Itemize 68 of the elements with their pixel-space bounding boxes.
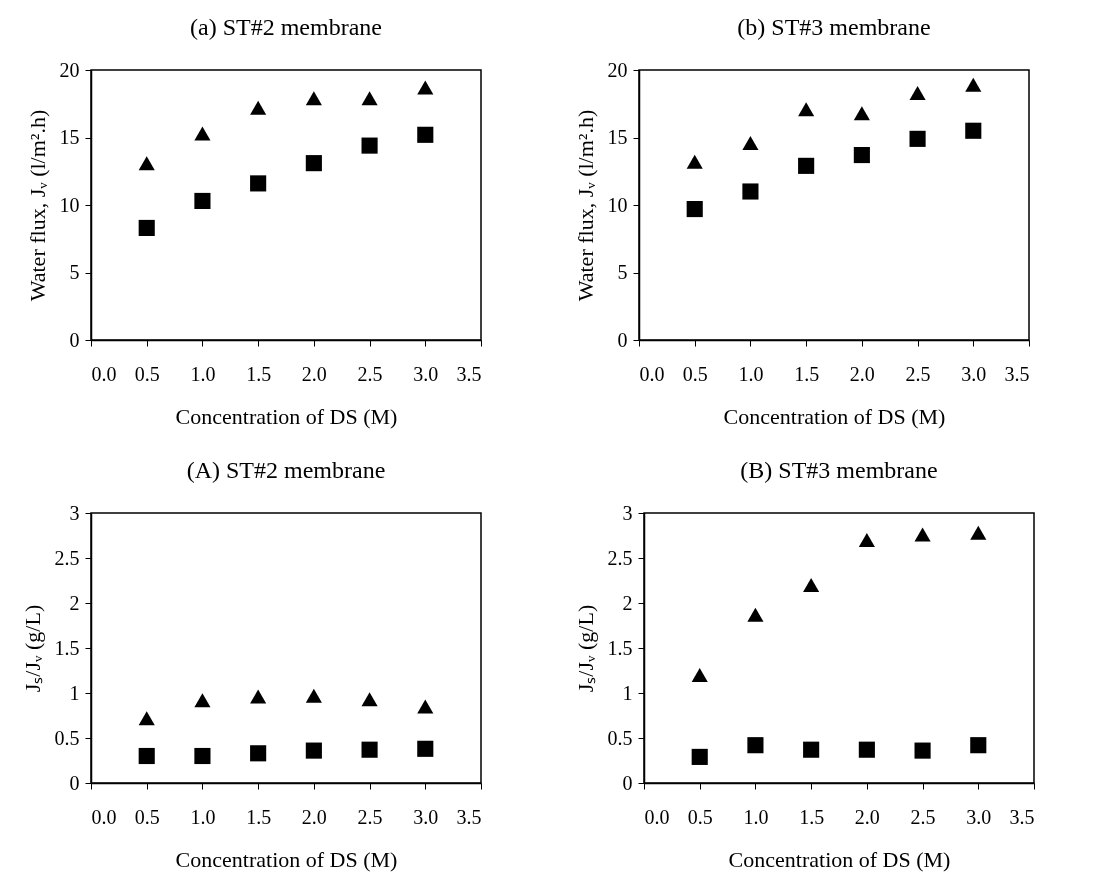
x-tick-label: 2.0: [301, 362, 327, 385]
y-tick-label: 3: [622, 501, 633, 524]
x-tick-label: 0.5: [134, 362, 160, 385]
y-tick-label: 10: [607, 193, 628, 216]
y-tick-label: 0: [617, 328, 628, 351]
x-tick-label: 2.0: [854, 805, 880, 828]
y-tick-label: 20: [59, 58, 80, 81]
y-tick-label: 0: [69, 328, 80, 351]
y-tick-label: 2.5: [607, 546, 633, 569]
y-axis-title: Jₛ/Jᵥ (g/L): [19, 604, 45, 693]
y-tick-label: 2.5: [54, 546, 80, 569]
x-tick-label: 0.5: [682, 362, 708, 385]
y-tick-label: 15: [59, 126, 80, 148]
y-tick-label: 1.5: [54, 636, 80, 659]
y-tick-label: 10: [59, 193, 80, 216]
x-tick-label: 0.5: [687, 805, 713, 828]
y-tick-label: 0: [69, 771, 80, 794]
x-tick-label: 2.0: [849, 362, 875, 385]
y-tick-label: 0.5: [607, 726, 633, 749]
chart-title: (b) ST#3 membrane: [737, 14, 931, 40]
chart-title: (B) ST#3 membrane: [740, 457, 938, 483]
x-tick-label: 3.5: [456, 362, 482, 385]
x-tick-label: 2.5: [910, 805, 936, 828]
x-tick-label: 3.0: [966, 805, 992, 828]
y-axis-title: Water flux, Jᵥ (l/m².h): [24, 109, 50, 302]
y-tick-label: 2: [622, 591, 633, 614]
y-tick-label: 5: [617, 261, 628, 283]
x-tick-label: 2.5: [357, 805, 383, 828]
x-tick-label: 2.5: [905, 362, 931, 385]
y-tick-label: 5: [69, 261, 80, 283]
chart-title: (A) ST#2 membrane: [186, 457, 386, 483]
x-axis-title: Concentration of DS (M): [723, 403, 946, 429]
x-tick-label: 0.0: [639, 362, 665, 385]
x-axis-title: Concentration of DS (M): [728, 846, 951, 872]
x-tick-label: 3.5: [1004, 362, 1030, 385]
y-tick-label: 2: [69, 591, 80, 614]
x-tick-label: 1.0: [190, 805, 216, 828]
x-tick-label: 3.0: [413, 362, 439, 385]
y-axis-title: Jₛ/Jᵥ (g/L): [572, 604, 598, 693]
x-tick-label: 1.0: [738, 362, 764, 385]
x-tick-label: 0.0: [91, 805, 117, 828]
y-tick-label: 3: [69, 501, 80, 524]
x-tick-label: 1.0: [190, 362, 216, 385]
y-tick-label: 20: [607, 58, 628, 81]
x-tick-label: 1.5: [799, 805, 825, 828]
y-tick-label: 1: [622, 681, 633, 704]
chart-title: (a) ST#2 membrane: [190, 14, 382, 40]
x-tick-label: 1.5: [794, 362, 820, 385]
y-axis-title: Water flux, Jᵥ (l/m².h): [572, 109, 598, 302]
y-tick-label: 15: [607, 126, 628, 148]
x-tick-label: 1.0: [743, 805, 769, 828]
x-axis-title: Concentration of DS (M): [175, 846, 398, 872]
x-tick-label: 3.5: [1009, 805, 1035, 828]
x-tick-label: 3.0: [961, 362, 987, 385]
x-tick-label: 1.5: [246, 362, 272, 385]
y-tick-label: 0.5: [54, 726, 80, 749]
x-tick-label: 0.5: [134, 805, 160, 828]
x-tick-label: 0.0: [91, 362, 117, 385]
x-tick-label: 2.5: [357, 362, 383, 385]
x-tick-label: 3.0: [413, 805, 439, 828]
x-tick-label: 1.5: [246, 805, 272, 828]
y-tick-label: 1.5: [607, 636, 633, 659]
x-tick-label: 3.5: [456, 805, 482, 828]
x-tick-label: 2.0: [301, 805, 327, 828]
y-tick-label: 0: [622, 771, 633, 794]
x-axis-title: Concentration of DS (M): [175, 403, 398, 429]
x-tick-label: 0.0: [644, 805, 670, 828]
y-tick-label: 1: [69, 681, 80, 704]
